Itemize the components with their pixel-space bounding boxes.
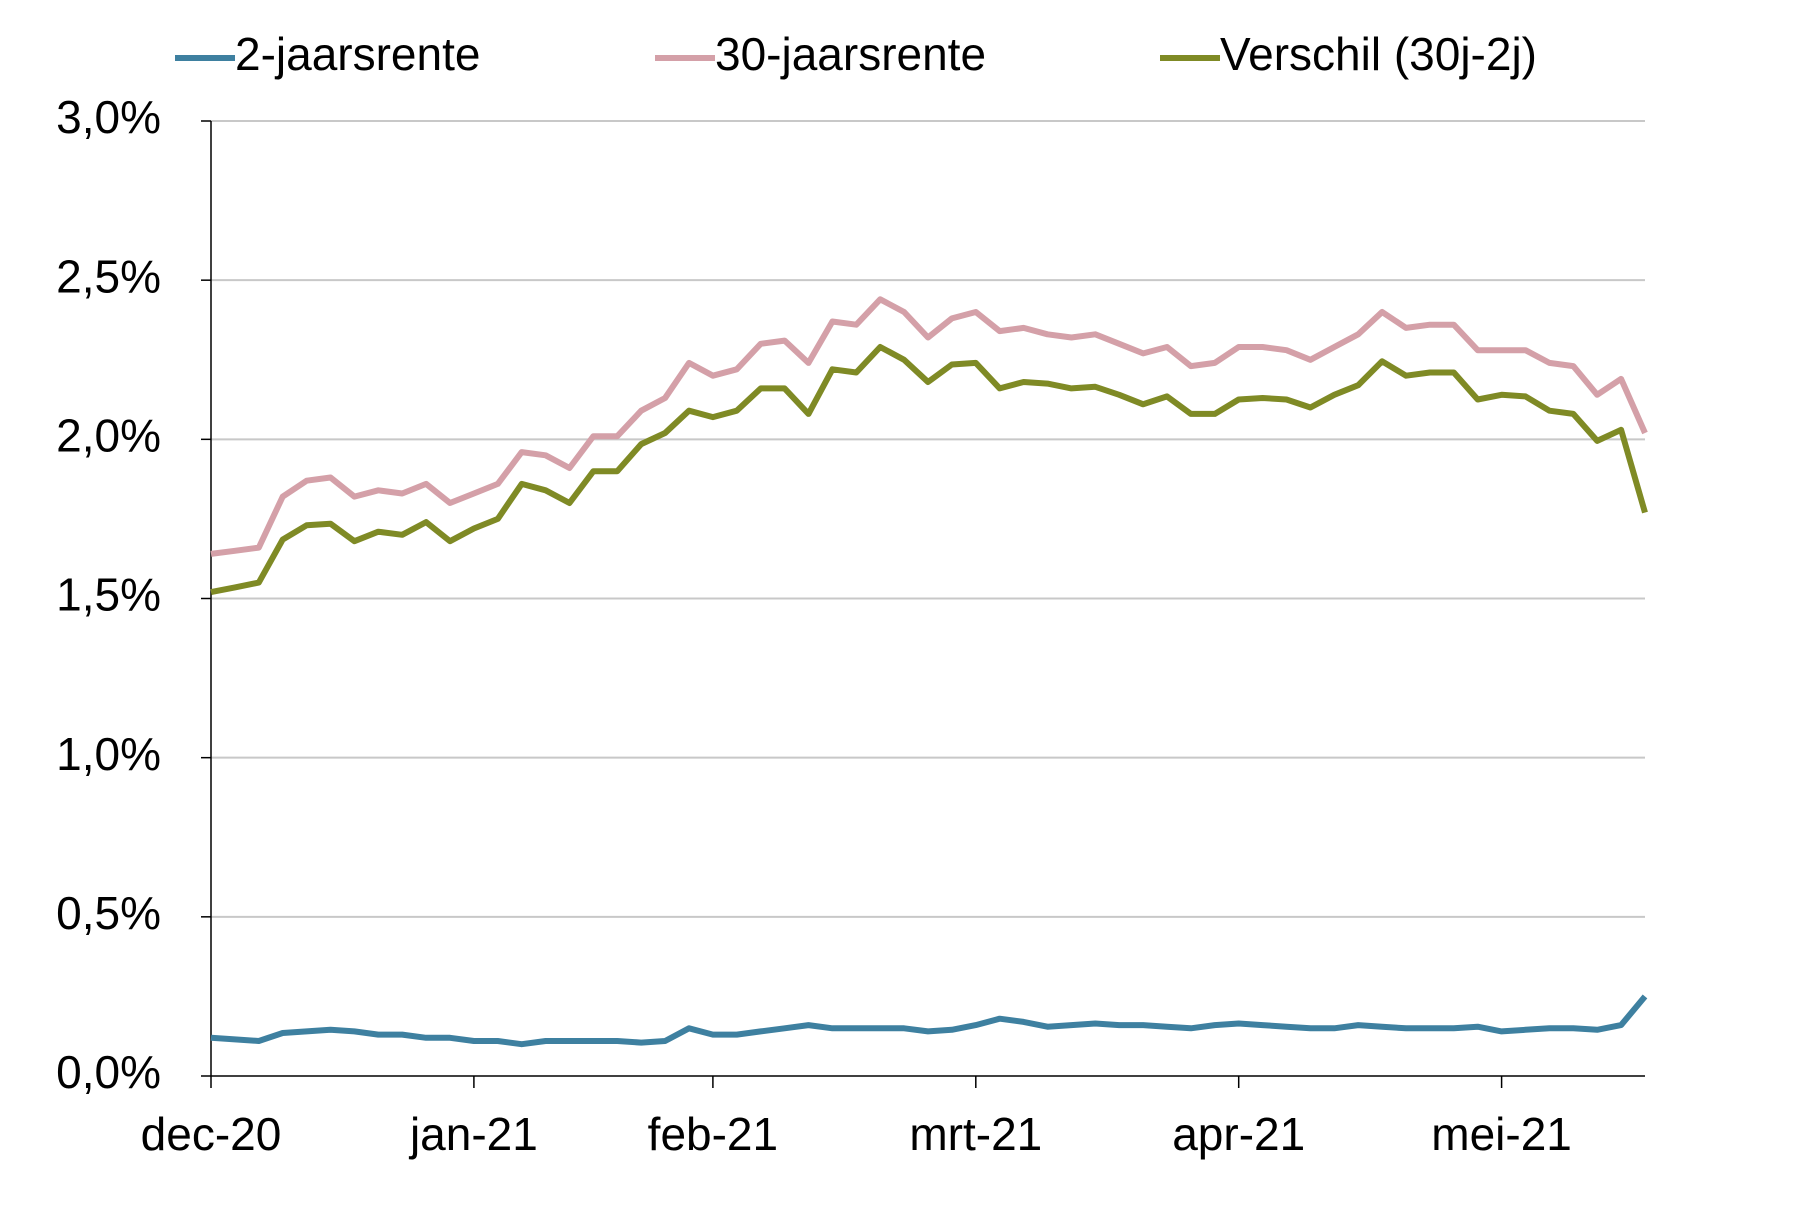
y-tick-label: 1,0% (56, 728, 161, 780)
x-tick-label: mrt-21 (909, 1108, 1042, 1160)
y-tick-label: 3,0% (56, 91, 161, 143)
series-line (210, 344, 1648, 596)
x-tick-label: apr-21 (1172, 1108, 1305, 1160)
legend-label: Verschil (30j-2j) (1220, 28, 1537, 80)
series-line (210, 296, 1648, 557)
y-tick-label: 0,5% (56, 887, 161, 939)
x-tick-label: dec-20 (141, 1108, 282, 1160)
y-tick-label: 1,5% (56, 569, 161, 621)
y-tick-label: 0,0% (56, 1046, 161, 1098)
y-tick-label: 2,5% (56, 250, 161, 302)
x-tick-label: feb-21 (648, 1108, 778, 1160)
x-tick-label: mei-21 (1431, 1108, 1572, 1160)
y-tick-label: 2,0% (56, 409, 161, 461)
legend-label: 2-jaarsrente (235, 28, 480, 80)
series-line (210, 994, 1648, 1048)
x-tick-label: jan-21 (408, 1108, 538, 1160)
legend-label: 30-jaarsrente (715, 28, 986, 80)
